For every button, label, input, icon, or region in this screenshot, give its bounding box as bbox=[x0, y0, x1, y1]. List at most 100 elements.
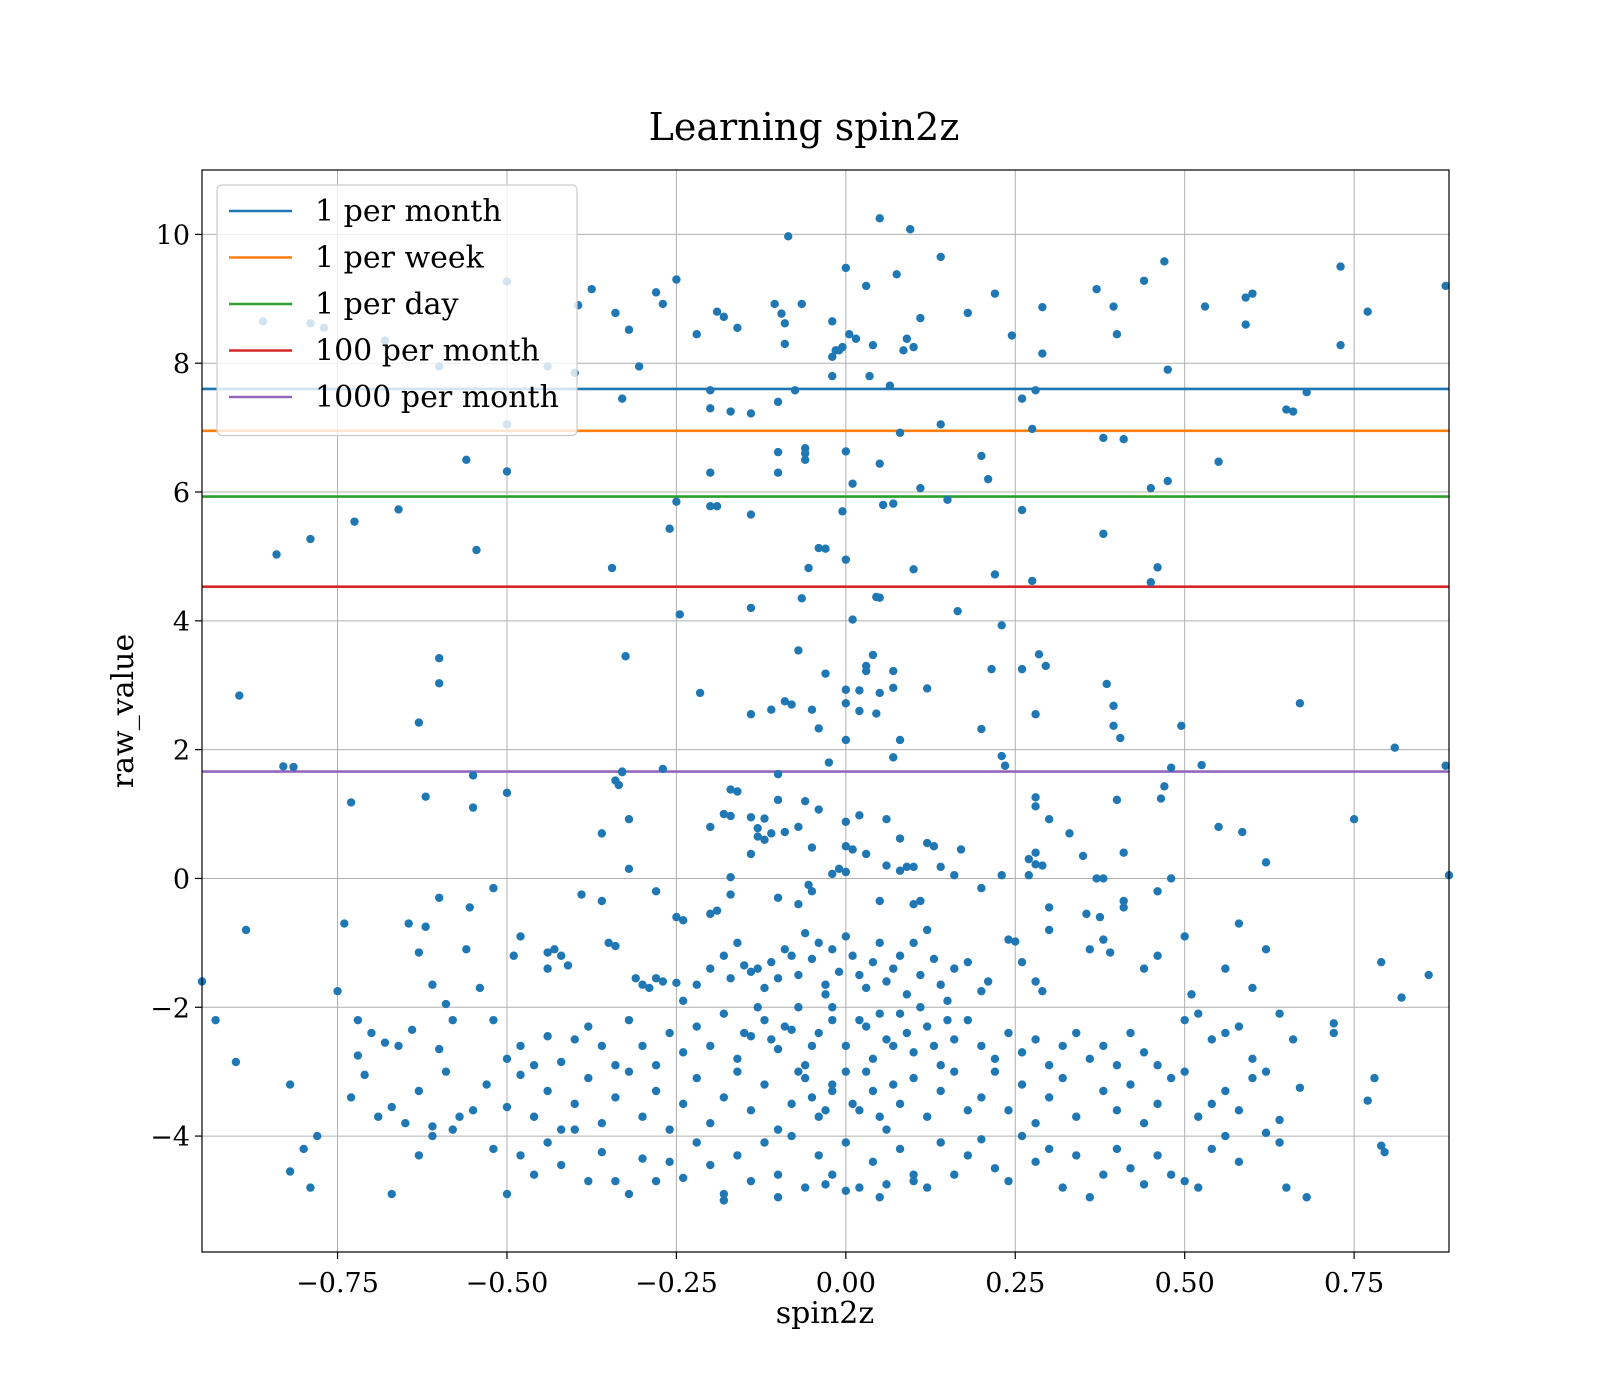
data-point bbox=[597, 829, 607, 838]
data-point bbox=[906, 225, 915, 234]
data-point bbox=[794, 822, 803, 832]
data-point bbox=[739, 961, 749, 970]
data-point bbox=[235, 691, 244, 700]
data-point bbox=[353, 1015, 363, 1025]
data-point bbox=[861, 281, 871, 291]
data-point bbox=[760, 1138, 769, 1147]
data-point bbox=[950, 871, 959, 880]
data-point bbox=[624, 1189, 634, 1199]
data-point bbox=[665, 1125, 674, 1134]
data-point bbox=[936, 1086, 945, 1096]
data-point bbox=[706, 1118, 715, 1128]
data-point bbox=[1004, 935, 1013, 944]
data-point bbox=[482, 1080, 491, 1089]
data-point bbox=[977, 1093, 986, 1102]
data-point bbox=[895, 1009, 905, 1018]
data-point bbox=[1082, 909, 1091, 919]
data-point bbox=[787, 1025, 796, 1035]
data-point bbox=[977, 1041, 986, 1051]
data-point bbox=[990, 1054, 1000, 1063]
data-point bbox=[875, 1009, 884, 1018]
data-point bbox=[1072, 1112, 1081, 1121]
data-point bbox=[828, 371, 837, 381]
data-point bbox=[1200, 302, 1210, 311]
data-point bbox=[550, 945, 559, 954]
data-point bbox=[773, 1044, 783, 1054]
data-point bbox=[1282, 1183, 1291, 1192]
data-point bbox=[1156, 794, 1166, 803]
data-point bbox=[1180, 1015, 1189, 1025]
legend: 1 per month 1 per week 1 per day 100 per mo… bbox=[216, 184, 578, 437]
data-point bbox=[841, 263, 851, 273]
data-point bbox=[807, 705, 817, 714]
data-point bbox=[868, 1054, 878, 1063]
data-point bbox=[987, 664, 996, 674]
data-point bbox=[855, 706, 864, 716]
data-point bbox=[651, 288, 661, 297]
data-point bbox=[1038, 302, 1047, 312]
data-point bbox=[882, 1035, 891, 1044]
data-point bbox=[1221, 1028, 1230, 1038]
data-point bbox=[865, 371, 874, 381]
data-point bbox=[916, 970, 925, 980]
data-point bbox=[767, 957, 776, 967]
data-point bbox=[665, 524, 674, 533]
data-point bbox=[414, 1151, 424, 1160]
data-point bbox=[1112, 1061, 1122, 1070]
data-point bbox=[1024, 854, 1034, 864]
data-point bbox=[346, 1093, 356, 1102]
data-point bbox=[841, 817, 851, 826]
legend-label: 1 per week bbox=[315, 241, 485, 276]
data-point bbox=[784, 232, 793, 241]
data-point bbox=[753, 964, 762, 973]
data-point bbox=[414, 1086, 424, 1096]
data-point bbox=[787, 1131, 796, 1141]
data-point bbox=[909, 1048, 918, 1057]
data-point bbox=[848, 615, 857, 624]
data-point bbox=[414, 718, 424, 727]
data-point bbox=[726, 407, 735, 416]
data-point bbox=[929, 1041, 939, 1051]
data-point bbox=[780, 339, 790, 349]
data-point bbox=[502, 1054, 512, 1063]
data-point bbox=[977, 1135, 986, 1144]
data-point bbox=[489, 883, 498, 893]
data-point bbox=[773, 769, 783, 779]
data-point bbox=[1099, 935, 1108, 944]
data-point bbox=[780, 319, 790, 328]
data-point bbox=[611, 1176, 620, 1186]
data-point bbox=[760, 983, 769, 993]
data-point bbox=[577, 890, 586, 899]
data-point bbox=[821, 1106, 830, 1115]
data-point bbox=[773, 397, 783, 407]
data-point bbox=[651, 887, 661, 896]
data-point bbox=[387, 1102, 396, 1112]
data-point bbox=[333, 986, 342, 996]
data-point bbox=[848, 951, 857, 960]
data-point bbox=[868, 1157, 878, 1167]
data-point bbox=[1031, 1035, 1040, 1044]
data-point bbox=[746, 1032, 756, 1041]
data-point bbox=[950, 964, 959, 973]
data-point bbox=[1153, 1151, 1162, 1160]
data-point bbox=[922, 1183, 932, 1192]
data-point bbox=[502, 788, 512, 797]
data-point bbox=[672, 978, 681, 987]
data-point bbox=[909, 1176, 918, 1186]
data-point bbox=[753, 824, 762, 833]
data-point bbox=[733, 1054, 742, 1063]
data-point bbox=[800, 455, 810, 465]
data-point bbox=[634, 362, 644, 371]
y-tick-label: 0 bbox=[173, 864, 190, 895]
data-point bbox=[611, 1093, 620, 1102]
data-point bbox=[1197, 760, 1206, 770]
data-point bbox=[875, 938, 884, 948]
data-point bbox=[1044, 925, 1054, 935]
data-point bbox=[1044, 815, 1054, 824]
data-point bbox=[638, 1112, 647, 1121]
data-point bbox=[435, 893, 444, 902]
data-point bbox=[861, 1022, 871, 1031]
data-point bbox=[895, 834, 905, 843]
data-point bbox=[502, 1102, 512, 1112]
data-point bbox=[1038, 986, 1047, 996]
